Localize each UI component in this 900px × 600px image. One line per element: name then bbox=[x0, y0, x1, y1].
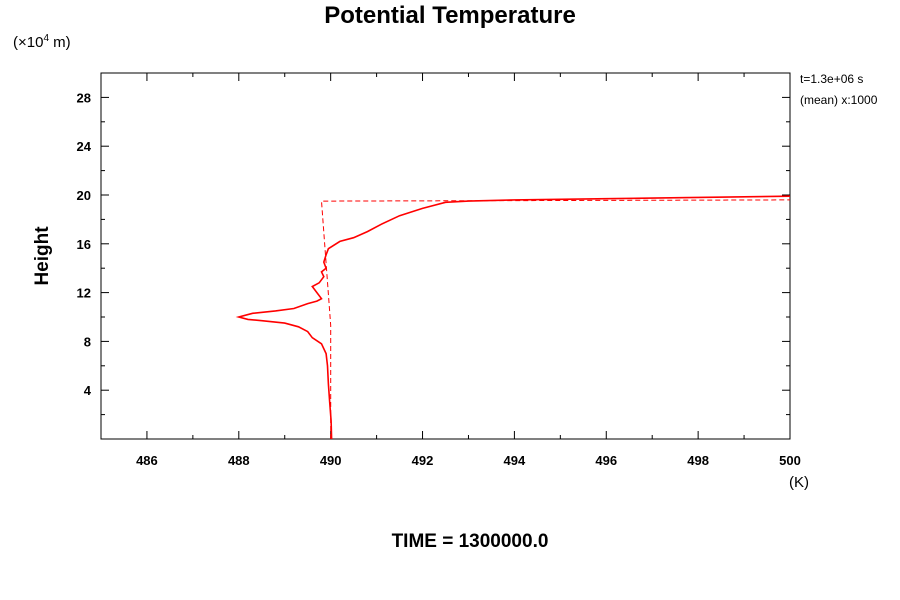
x-tick-label: 492 bbox=[412, 453, 434, 468]
mean-annotation: (mean) x:1000 bbox=[800, 93, 878, 107]
x-tick-label: 488 bbox=[228, 453, 250, 468]
chart-title: Potential Temperature bbox=[324, 2, 576, 29]
x-tick-label: 486 bbox=[136, 453, 158, 468]
y-tick-label: 12 bbox=[77, 286, 91, 301]
plot-frame bbox=[100, 72, 791, 440]
series-line-dashed bbox=[320, 199, 791, 439]
y-tick-label: 28 bbox=[77, 90, 91, 105]
x-tick-label: 490 bbox=[320, 453, 342, 468]
x-tick-label: 498 bbox=[687, 453, 709, 468]
series-line-solid bbox=[235, 195, 791, 440]
y-tick-label: 8 bbox=[84, 334, 91, 349]
series-layer bbox=[235, 195, 791, 440]
time-annotation: t=1.3e+06 s bbox=[800, 72, 864, 86]
x-tick-label: 494 bbox=[504, 453, 526, 468]
y-tick-label: 24 bbox=[77, 139, 92, 154]
y-tick-label: 16 bbox=[77, 237, 91, 252]
y-tick-label: 4 bbox=[84, 383, 92, 398]
x-axis-unit: (K) bbox=[789, 474, 809, 491]
x-tick-label: 500 bbox=[779, 453, 801, 468]
tick-labels: 486 488 490 492 494 496 498 500 4 8 12 16 20 24 28 bbox=[77, 90, 801, 468]
axis-ticks bbox=[100, 73, 791, 439]
x-tick-label: 496 bbox=[595, 453, 617, 468]
y-axis-unit: (×104 m) bbox=[13, 33, 71, 51]
y-tick-label: 20 bbox=[77, 188, 91, 203]
time-footer: TIME = 1300000.0 bbox=[391, 531, 549, 552]
